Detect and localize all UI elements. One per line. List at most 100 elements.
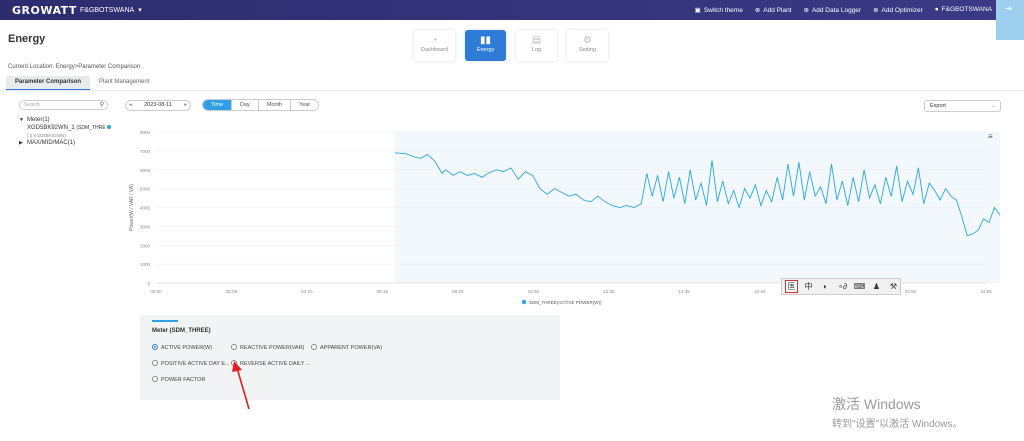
gear-icon: ⚙: [583, 35, 592, 46]
top-bar: GROWATT F&GBOTSWANA ▾ ▣ Switch theme ⊕ Add …: [0, 0, 1024, 20]
export-label: Export: [930, 103, 946, 109]
top-nav: ▣ Switch theme ⊕ Add Plant ⊕ Add Data Logge…: [695, 6, 992, 14]
radio-icon: [152, 376, 158, 382]
floating-toolbox: 匤 中 ◐ ∘∂ ⌨ ♟ ⚒: [781, 278, 901, 295]
chart-menu-icon[interactable]: ≡: [988, 132, 993, 141]
nav-user-account[interactable]: ● F&GBOTSWANA: [935, 6, 992, 14]
add-icon: ⊕: [873, 7, 879, 14]
radio-icon: [152, 360, 158, 366]
chevron-down-icon: ⌄: [990, 103, 996, 109]
y-tick-label: 7000: [140, 149, 151, 154]
panel-title: Meter (SDM_THREE): [152, 328, 211, 334]
search-placeholder: Search: [24, 102, 40, 108]
y-tick-label: 5000: [140, 187, 151, 192]
x-tick-label: 12:30: [603, 289, 615, 294]
windows-activation-hint: 转到"设置"以激活 Windows。: [832, 419, 963, 430]
x-tick-label: 22:55: [980, 289, 992, 294]
nav-switch-theme[interactable]: ▣ Switch theme: [695, 6, 743, 14]
time-range-selector: Time Day Month Year: [202, 99, 320, 111]
radio-label: ACTIVE POWER(W): [161, 345, 213, 351]
search-input[interactable]: Search ⚲: [19, 100, 108, 110]
module-setting[interactable]: ⚙ Setting: [567, 30, 608, 61]
toolbox-tool-2[interactable]: 中: [804, 282, 813, 291]
module-label: Dashboard: [421, 47, 448, 53]
radio-label: REVERSE ACTIVE DAILY ...: [240, 361, 311, 367]
segment-year[interactable]: Year: [290, 100, 319, 110]
x-tick-label: 02:05: [226, 289, 238, 294]
search-icon[interactable]: ⚲: [99, 102, 104, 108]
nav-label: Switch theme: [703, 7, 743, 14]
radio-active-power[interactable]: ACTIVE POWER(W): [152, 344, 212, 351]
date-picker[interactable]: ◂ 2023-08-11 ▸: [125, 100, 191, 111]
exit-button[interactable]: ⇥: [996, 0, 1024, 40]
document-icon: ▤: [531, 35, 542, 46]
date-value: 2023-08-11: [144, 102, 172, 108]
tab-bar: Parameter Comparison Plant Management: [6, 76, 158, 90]
prev-date-icon[interactable]: ◂: [129, 102, 132, 108]
arrow-head: [232, 361, 242, 372]
tree-label: Meter(1): [27, 117, 50, 123]
radio-reactive-power[interactable]: REACTIVE POWER(VAR): [231, 344, 304, 351]
y-tick-label: 1000: [140, 262, 151, 267]
nav-label: Add Plant: [763, 7, 792, 14]
power-line-chart[interactable]: 0 1000 2000 3000 4000 5000 6000 7000 8000 00:00 02…: [120, 122, 1000, 312]
x-tick-label: 04:10: [301, 289, 313, 294]
x-tick-label: 10:25: [528, 289, 540, 294]
nav-add-data-logger[interactable]: ⊕ Add Data Logger: [803, 6, 861, 14]
radio-label: POWER FACTOR: [161, 377, 206, 383]
legend-marker[interactable]: [521, 299, 527, 305]
module-label: Energy: [476, 47, 495, 53]
caret-down-icon[interactable]: ▼: [19, 117, 24, 123]
tab-plant-management[interactable]: Plant Management: [99, 79, 150, 85]
segment-month[interactable]: Month: [257, 100, 291, 110]
radio-apparent-power[interactable]: APPARENT POWER(VA): [311, 344, 382, 351]
growatt-logo[interactable]: GROWATT: [12, 4, 77, 17]
module-dashboard[interactable]: ◔ Dashboard: [414, 30, 455, 61]
y-tick-label: 2000: [140, 243, 151, 248]
account-dropdown[interactable]: F&GBOTSWANA ▾: [80, 6, 142, 14]
x-tick-label: 20:50: [905, 289, 917, 294]
toolbox-tool-6[interactable]: ♟: [872, 282, 881, 291]
next-date-icon[interactable]: ▸: [184, 102, 187, 108]
y-tick-label: 4000: [140, 206, 151, 211]
nav-add-optimizer[interactable]: ⊕ Add Optimizer: [873, 6, 923, 14]
legend-label[interactable]: SDM_THREE(ACTIVE POWER(W)): [529, 300, 602, 305]
y-axis-label: Power(W / VAR / VA): [129, 184, 135, 231]
tree-node-device[interactable]: XGD5BK92WN_1 (SDM_THRE: [19, 125, 111, 131]
bar-chart-icon: ▮▮: [479, 35, 491, 46]
tree-node-meter[interactable]: ▼ Meter(1): [19, 117, 111, 123]
nav-label: F&GBOTSWANA: [941, 6, 992, 13]
windows-activation-watermark: 激活 Windows: [832, 396, 921, 412]
toolbox-tool-4[interactable]: ∘∂: [838, 282, 847, 291]
account-name: F&GBOTSWANA: [80, 7, 135, 14]
radio-power-factor[interactable]: POWER FACTOR: [152, 376, 206, 383]
device-tree: ▼ Meter(1) XGD5BK92WN_1 (SDM_THRE [ ]( XG…: [19, 117, 111, 148]
nav-add-plant[interactable]: ⊕ Add Plant: [755, 6, 792, 14]
selected-dot-icon: [106, 125, 111, 129]
caret-right-icon[interactable]: ▶: [19, 140, 23, 146]
x-tick-label: 16:40: [754, 289, 766, 294]
module-energy[interactable]: ▮▮ Energy: [465, 30, 506, 61]
tree-node-max[interactable]: ▶ MAX/MID/MAC(1): [19, 140, 111, 146]
segment-time[interactable]: Time: [203, 100, 232, 110]
x-tick-label: 06:15: [377, 289, 389, 294]
caret-down-icon: ▾: [138, 7, 142, 14]
user-icon: ●: [934, 6, 939, 13]
toolbox-tool-7[interactable]: ⚒: [889, 282, 898, 291]
segment-day[interactable]: Day: [231, 100, 258, 110]
tab-parameter-comparison[interactable]: Parameter Comparison: [6, 76, 91, 90]
export-select[interactable]: Export ⌄: [924, 100, 1001, 112]
y-tick-label: 6000: [140, 168, 151, 173]
breadcrumb: Current Location: Energy>Parameter Compa…: [8, 64, 141, 70]
toolbox-tool-5[interactable]: ⌨: [853, 282, 866, 291]
module-log[interactable]: ▤ Log: [516, 30, 557, 61]
radio-positive-active-day[interactable]: POSITIVE ACTIVE DAY E...: [152, 360, 230, 367]
toolbox-tool-1[interactable]: 匤: [785, 280, 798, 293]
radio-icon: [231, 344, 237, 350]
y-tick-label: 8000: [140, 130, 151, 135]
toolbox-tool-3[interactable]: ◐: [823, 282, 828, 291]
logout-icon: ⇥: [1005, 4, 1012, 13]
y-tick-label: 0: [147, 281, 150, 286]
x-tick-label: 14:35: [679, 289, 691, 294]
series-line-active-power: [394, 152, 1000, 237]
